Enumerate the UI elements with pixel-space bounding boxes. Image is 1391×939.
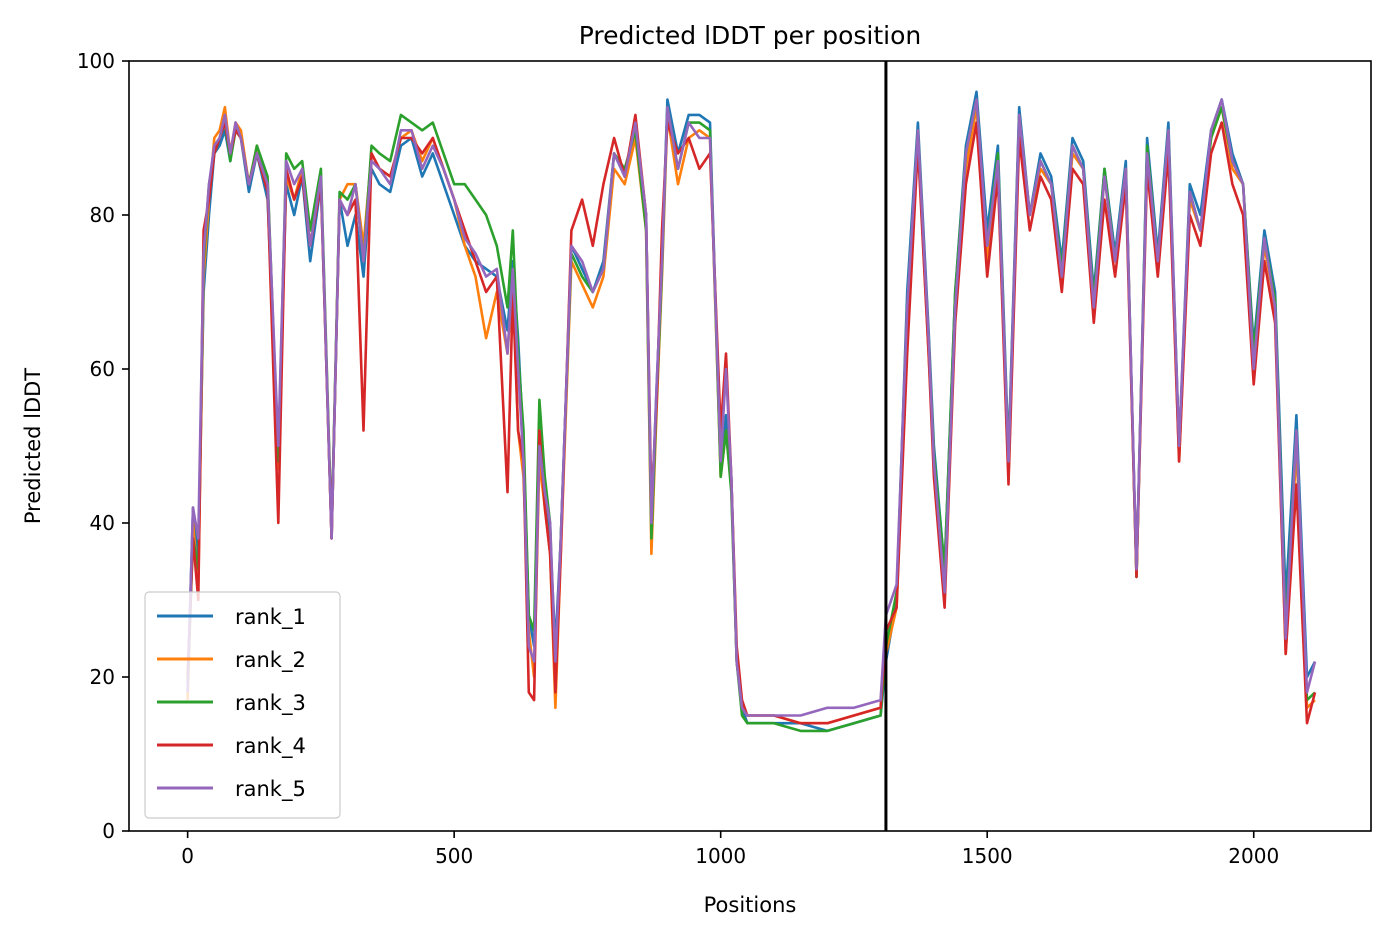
x-tick-label: 1500 bbox=[962, 844, 1013, 868]
y-tick-label: 20 bbox=[90, 665, 115, 689]
x-axis: 0 500 1000 1500 2000 bbox=[181, 831, 1279, 868]
y-tick-label: 60 bbox=[90, 357, 115, 381]
x-tick-label: 2000 bbox=[1228, 844, 1279, 868]
chart-title: Predicted lDDT per position bbox=[579, 21, 921, 50]
legend-label-rank_4: rank_4 bbox=[235, 734, 306, 759]
x-tick-label: 1000 bbox=[695, 844, 746, 868]
y-axis-title: Predicted lDDT bbox=[21, 368, 45, 524]
y-tick-label: 0 bbox=[102, 819, 115, 843]
series-group bbox=[186, 90, 1317, 733]
series-line-rank_5 bbox=[186, 98, 1317, 717]
legend-label-rank_5: rank_5 bbox=[235, 777, 306, 802]
x-tick-label: 0 bbox=[181, 844, 194, 868]
y-axis: 0 20 40 60 80 100 bbox=[77, 49, 129, 843]
legend-box bbox=[144, 591, 341, 819]
legend-label-rank_2: rank_2 bbox=[235, 648, 306, 673]
plot-area bbox=[128, 60, 1372, 832]
x-axis-title: Positions bbox=[704, 893, 797, 917]
y-tick-label: 40 bbox=[90, 511, 115, 535]
legend: rank_1 rank_2 rank_3 rank_4 rank_5 bbox=[144, 591, 341, 819]
legend-label-rank_1: rank_1 bbox=[235, 605, 306, 630]
y-tick-label: 80 bbox=[90, 203, 115, 227]
y-tick-label: 100 bbox=[77, 49, 115, 73]
plot-frame bbox=[128, 60, 1372, 832]
x-tick-label: 500 bbox=[435, 844, 473, 868]
legend-label-rank_3: rank_3 bbox=[235, 691, 306, 716]
